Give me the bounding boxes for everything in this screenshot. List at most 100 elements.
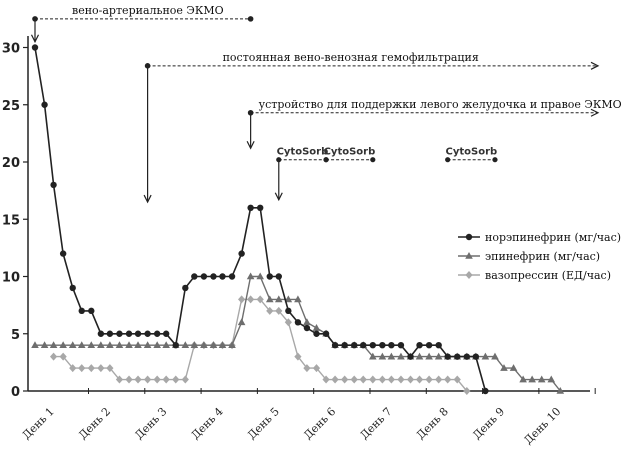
data-point [256,272,264,280]
annotation-end-marker [247,16,254,22]
data-point [88,307,95,315]
data-point [360,342,367,349]
cytosorb-annotation: CytoSorb [274,147,329,202]
cytosorb-annotation: CytoSorb [445,147,498,163]
x-day-label: День 8 [414,405,451,442]
data-point [453,375,461,384]
data-point [257,204,264,211]
data-point [256,295,264,304]
data-point [210,273,217,280]
y-tick-label: 25 [2,99,20,114]
data-point [369,352,377,360]
data-point [153,330,161,337]
data-point [274,295,283,303]
chart-annotations: вено-артериальное ЭКМО постоянная вено-ве… [30,4,622,204]
x-day-label: День 1 [20,405,57,442]
data-point [228,273,236,280]
data-point [59,250,67,257]
y-tick-label: 5 [11,328,20,343]
data-point [369,375,377,384]
data-point [351,342,358,349]
data-point [528,375,536,383]
therapy-annotation: устройство для поддержки левого желудочк… [246,98,622,150]
data-point [181,341,190,348]
data-point [97,341,105,348]
data-point [312,324,321,331]
data-point [284,318,292,327]
data-point [78,307,85,315]
data-point [341,375,349,384]
data-point [435,375,443,384]
data-point [331,342,339,349]
data-point [41,101,48,108]
data-point [134,375,142,384]
chart-series [31,44,565,395]
data-point [228,341,236,348]
data-point [519,375,527,383]
data-point [500,364,508,371]
data-point [97,364,105,373]
y-tick-label: 30 [2,42,20,57]
data-point [537,375,546,383]
data-point [49,341,58,348]
data-point [31,341,39,348]
data-point [285,307,292,315]
data-point [134,341,142,348]
annotation-drop-arrow-icon [246,140,255,150]
data-point [59,352,67,361]
x-day-label: День 9 [470,405,507,442]
data-point [247,295,255,304]
x-day-label: День 4 [189,405,226,442]
data-point [153,341,161,348]
data-point [87,364,95,373]
data-point [415,375,424,384]
data-point [303,324,311,332]
annotation-drop-arrow-icon [143,194,152,204]
chart-legend: норэпинефрин (мг/час) эпинефрин (мг/час) в… [458,231,621,282]
data-point [482,387,489,395]
annotation-label: CytoSorb [324,147,376,158]
x-day-label: День 5 [245,405,282,442]
data-point [209,341,218,348]
data-point [350,375,358,384]
data-point [312,364,321,373]
data-point [378,352,387,360]
data-point [106,330,114,337]
data-point [49,352,58,361]
data-point [219,273,226,280]
annotation-label: CytoSorb [445,147,497,158]
annotation-label: CytoSorb [277,147,329,158]
annotation-start-marker [276,157,282,163]
data-point [406,375,415,384]
data-point [50,181,57,189]
data-point [388,342,395,349]
data-point [463,387,471,395]
data-point [425,352,433,360]
annotation-label: постоянная вено-венозная гемофильтрация [223,51,479,64]
legend-item: вазопрессин (ЕД/час) [458,269,611,282]
data-point [143,341,152,348]
data-point [322,330,330,337]
data-point [331,375,339,384]
data-point [369,342,376,349]
data-point [77,341,86,348]
cytosorb-annotation: CytoSorb [323,147,376,163]
data-point [266,273,273,280]
data-point [200,273,208,280]
annotation-drop-arrow-icon [274,192,283,202]
data-point [444,353,451,360]
data-point [69,284,76,292]
data-point [172,342,179,349]
data-point [444,375,452,384]
data-point [191,273,198,280]
data-point [265,295,274,303]
data-point [435,342,442,349]
data-point [387,352,396,360]
data-point [322,375,330,384]
data-point [153,375,161,384]
data-point [303,318,311,326]
data-point [238,250,245,257]
series-norepinephrine [31,44,489,395]
data-point [162,341,170,348]
annotation-label: устройство для поддержки левого желудочк… [259,98,622,111]
